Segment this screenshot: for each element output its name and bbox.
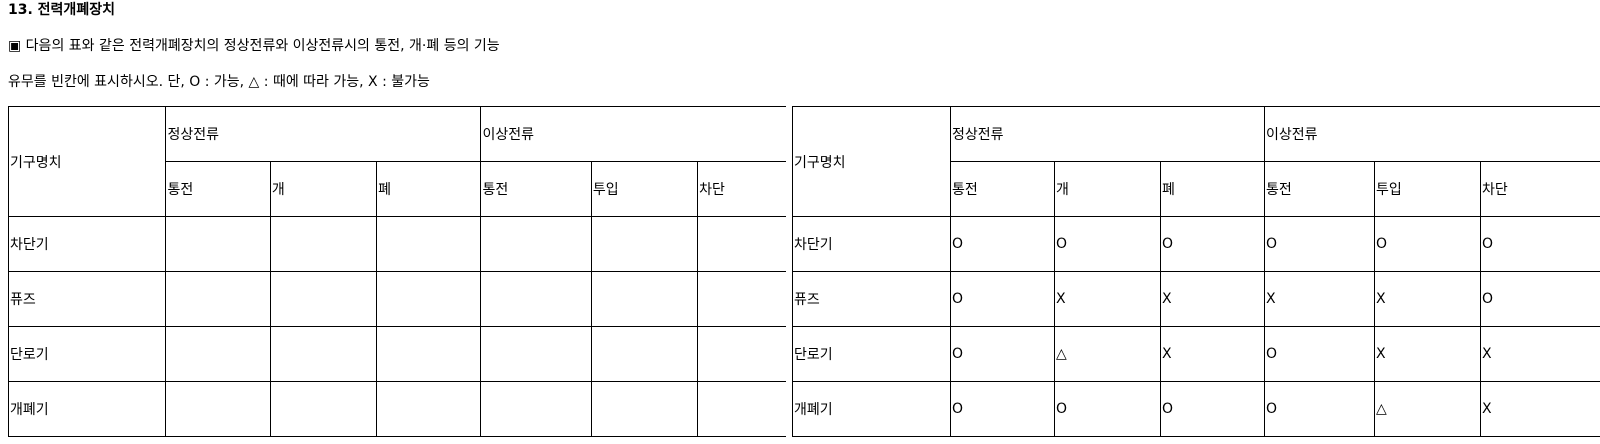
device-name: 퓨즈 <box>792 271 951 327</box>
blank-cell[interactable] <box>269 271 378 327</box>
blank-cell[interactable] <box>480 381 592 437</box>
answer-cell: O <box>1054 216 1161 272</box>
column-header: 차단 <box>1480 161 1600 217</box>
blank-cell[interactable] <box>697 216 786 272</box>
blank-cell[interactable] <box>480 326 592 382</box>
blank-cell[interactable] <box>590 271 699 327</box>
question-table: 기구명치 정상전류 이상전류 통전 개 폐 통전 투입 차단 차단기 퓨즈 단로… <box>7 106 786 437</box>
column-header: 개 <box>269 161 378 217</box>
blank-cell[interactable] <box>590 216 699 272</box>
blank-cell[interactable] <box>590 326 699 382</box>
blank-cell[interactable] <box>697 271 786 327</box>
answer-cell: O <box>950 326 1055 382</box>
blank-cell[interactable] <box>480 216 592 272</box>
column-header: 차단 <box>697 161 786 217</box>
column-header: 통전 <box>950 161 1055 217</box>
answer-cell: X <box>1480 326 1600 382</box>
answer-cell: X <box>1374 271 1482 327</box>
device-name: 단로기 <box>7 326 167 382</box>
answer-cell: △ <box>1054 326 1161 382</box>
answer-table: 기구명치 정상전류 이상전류 통전 개 폐 통전 투입 차단 차단기 O O O… <box>792 106 1600 437</box>
blank-cell[interactable] <box>376 271 482 327</box>
answer-cell: O <box>1264 216 1376 272</box>
answer-cell: O <box>1374 216 1482 272</box>
answer-cell: △ <box>1374 381 1482 437</box>
column-header: 개 <box>1054 161 1161 217</box>
answer-cell: X <box>1054 271 1161 327</box>
device-name: 개폐기 <box>7 381 167 437</box>
answer-cell: O <box>1159 381 1266 437</box>
header-abnormal-current: 이상전류 <box>1264 106 1600 162</box>
blank-cell[interactable] <box>376 216 482 272</box>
blank-cell[interactable] <box>480 271 592 327</box>
answer-cell: O <box>1264 326 1376 382</box>
column-header: 투입 <box>590 161 699 217</box>
answer-cell: X <box>1374 326 1482 382</box>
answer-cell: O <box>1264 381 1376 437</box>
blank-cell[interactable] <box>697 326 786 382</box>
answer-cell: X <box>1480 381 1600 437</box>
answer-cell: O <box>950 271 1055 327</box>
section-title: 13. 전력개폐장치 <box>8 2 115 18</box>
answer-cell: O <box>1159 216 1266 272</box>
header-device: 기구명치 <box>792 106 951 217</box>
device-name: 차단기 <box>7 216 167 272</box>
answer-cell: O <box>1480 271 1600 327</box>
header-normal-current: 정상전류 <box>949 106 1266 162</box>
answer-cell: O <box>1480 216 1600 272</box>
device-name: 개폐기 <box>792 381 951 437</box>
blank-cell[interactable] <box>376 381 482 437</box>
header-device: 기구명치 <box>7 106 167 217</box>
column-header: 투입 <box>1374 161 1482 217</box>
blank-cell[interactable] <box>165 271 271 327</box>
device-name: 차단기 <box>792 216 951 272</box>
answer-cell: O <box>950 381 1055 437</box>
instruction-line-1: ▣ 다음의 표와 같은 전력개폐장치의 정상전류와 이상전류시의 통전, 개·폐… <box>8 38 500 54</box>
answer-cell: O <box>950 216 1055 272</box>
answer-cell: X <box>1264 271 1376 327</box>
column-header: 통전 <box>1264 161 1376 217</box>
blank-cell[interactable] <box>165 326 271 382</box>
blank-cell[interactable] <box>165 216 271 272</box>
column-header: 폐 <box>1159 161 1266 217</box>
device-name: 퓨즈 <box>7 271 167 327</box>
column-header: 통전 <box>480 161 592 217</box>
blank-cell[interactable] <box>697 381 786 437</box>
blank-cell[interactable] <box>376 326 482 382</box>
device-name: 단로기 <box>792 326 951 382</box>
column-header: 통전 <box>165 161 271 217</box>
blank-cell[interactable] <box>269 381 378 437</box>
instruction-line-2: 유무를 빈칸에 표시하시오. 단, O : 가능, △ : 때에 따라 가능, … <box>8 74 430 90</box>
answer-cell: O <box>1054 381 1161 437</box>
blank-cell[interactable] <box>269 326 378 382</box>
answer-cell: X <box>1159 326 1266 382</box>
blank-cell[interactable] <box>269 216 378 272</box>
blank-cell[interactable] <box>590 381 699 437</box>
column-header: 폐 <box>376 161 482 217</box>
answer-cell: X <box>1159 271 1266 327</box>
blank-cell[interactable] <box>165 381 271 437</box>
header-abnormal-current: 이상전류 <box>480 106 786 162</box>
header-normal-current: 정상전류 <box>165 106 482 162</box>
